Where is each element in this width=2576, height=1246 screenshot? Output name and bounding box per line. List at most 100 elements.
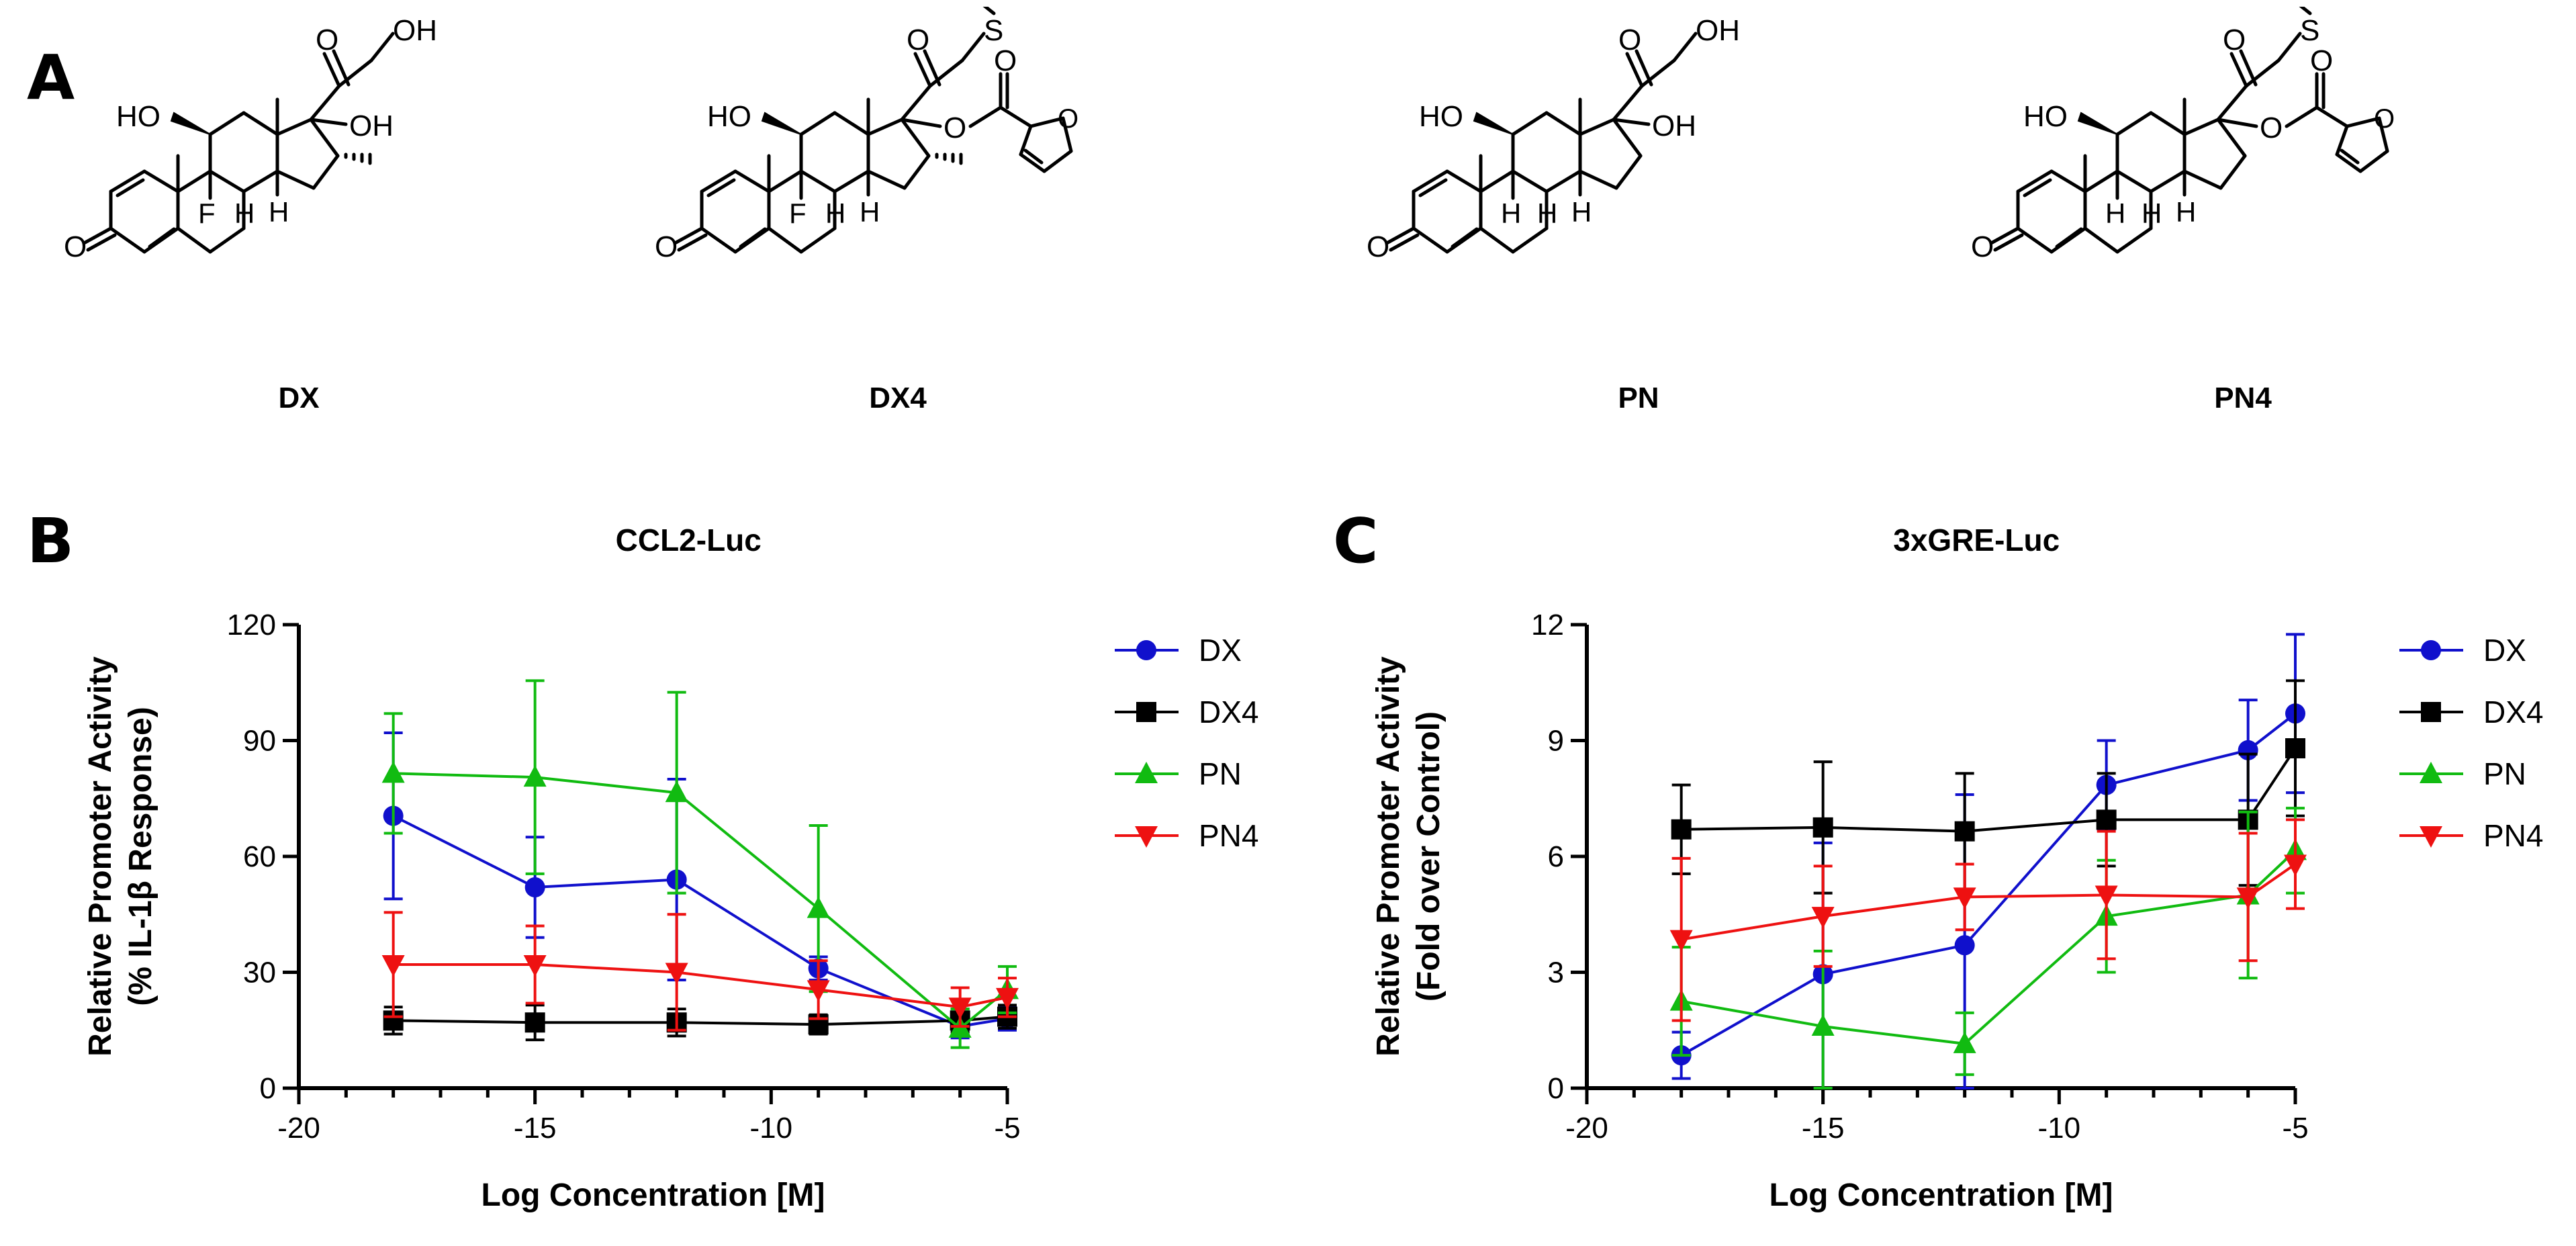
svg-text:O: O bbox=[655, 230, 678, 263]
molecule-name-dx: DX bbox=[278, 382, 320, 414]
data-point bbox=[2095, 885, 2118, 907]
y-tick-label: 0 bbox=[1548, 1072, 1564, 1105]
legend-label: PN bbox=[2483, 756, 2526, 791]
legend-marker bbox=[1135, 826, 1158, 848]
svg-text:HO: HO bbox=[2023, 100, 2068, 133]
svg-text:O: O bbox=[2260, 112, 2283, 144]
legend-label: DX bbox=[2483, 633, 2526, 668]
svg-text:H: H bbox=[2105, 197, 2125, 229]
svg-text:H: H bbox=[825, 197, 845, 229]
panel-label-c: C bbox=[1333, 505, 1379, 577]
x-axis-label: Log Concentration [M] bbox=[1769, 1177, 2113, 1213]
svg-text:O: O bbox=[1058, 104, 1078, 134]
y-tick-label: 30 bbox=[243, 956, 276, 989]
data-point bbox=[524, 877, 545, 897]
molecule-name-pn4: PN4 bbox=[2214, 382, 2272, 414]
panel-label-b: B bbox=[27, 505, 75, 577]
data-point bbox=[1954, 935, 1975, 956]
data-point bbox=[665, 963, 688, 985]
data-point bbox=[2285, 738, 2305, 758]
data-point bbox=[996, 987, 1019, 1010]
x-tick-label: -5 bbox=[994, 1112, 1020, 1145]
legend-marker bbox=[1136, 702, 1156, 722]
svg-text:HO: HO bbox=[116, 100, 160, 133]
svg-text:O: O bbox=[1971, 230, 1994, 263]
data-point bbox=[381, 955, 405, 977]
molecule-name-pn: PN bbox=[1618, 382, 1659, 414]
data-point bbox=[807, 980, 830, 1002]
svg-text:S: S bbox=[2300, 14, 2319, 47]
svg-text:HO: HO bbox=[1419, 100, 1463, 133]
svg-text:O: O bbox=[2310, 44, 2333, 77]
series-dx bbox=[1671, 633, 2305, 1089]
series-dx bbox=[383, 731, 1017, 1040]
series-line bbox=[393, 1015, 1008, 1026]
y-tick-label: 12 bbox=[1531, 609, 1564, 641]
svg-text:F: F bbox=[789, 197, 807, 229]
svg-text:H: H bbox=[2142, 197, 2162, 229]
data-point bbox=[665, 781, 688, 803]
legend-label: PN4 bbox=[2483, 818, 2543, 853]
svg-text:H: H bbox=[269, 196, 289, 228]
y-tick-label: 0 bbox=[260, 1072, 276, 1105]
legend-label: PN bbox=[1199, 756, 1242, 791]
legend-marker bbox=[1136, 640, 1156, 660]
chart-title: 3xGRE-Luc bbox=[1893, 523, 2060, 558]
data-point bbox=[1953, 887, 1976, 909]
chart-title: CCL2-Luc bbox=[616, 523, 762, 558]
y-axis-label: Relative Promoter Activity bbox=[83, 656, 118, 1057]
legend-marker bbox=[1135, 762, 1158, 783]
data-point bbox=[523, 955, 547, 977]
data-point bbox=[1811, 907, 1835, 929]
data-point bbox=[1811, 1014, 1835, 1036]
series-line bbox=[392, 814, 1008, 1028]
series-line bbox=[1681, 849, 2297, 1045]
legend-label: DX bbox=[1199, 633, 1242, 668]
data-point bbox=[1954, 821, 1975, 842]
x-tick-label: -15 bbox=[1802, 1112, 1845, 1145]
legend-item-pn4: PN4 bbox=[2399, 818, 2543, 853]
svg-text:H: H bbox=[1537, 197, 1557, 229]
svg-text:H: H bbox=[234, 197, 255, 229]
chart-3xgre-luc: 3xGRE-Luc -20 -15 -10 -5 0 3 6 9 12 Log Concentrat… bbox=[1371, 523, 2543, 1213]
x-tick-label: -10 bbox=[750, 1112, 793, 1145]
svg-text:O: O bbox=[1618, 24, 1641, 56]
legend-label: DX4 bbox=[2483, 695, 2543, 729]
y-tick-label: 60 bbox=[243, 840, 276, 873]
svg-text:F: F bbox=[198, 197, 216, 229]
svg-text:O: O bbox=[994, 44, 1017, 77]
legend-item-dx: DX bbox=[1115, 633, 1242, 668]
data-point bbox=[523, 765, 547, 787]
panel-label-a: A bbox=[27, 42, 75, 114]
y-tick-label: 90 bbox=[243, 725, 276, 758]
x-axis-label: Log Concentration [M] bbox=[481, 1177, 825, 1213]
svg-text:OH: OH bbox=[1696, 14, 1740, 47]
svg-text:O: O bbox=[64, 230, 87, 263]
series-pn bbox=[381, 679, 1019, 1049]
data-point bbox=[381, 761, 405, 783]
y-tick-label: 3 bbox=[1548, 956, 1564, 989]
svg-text:OH: OH bbox=[349, 109, 394, 142]
data-point bbox=[2096, 809, 2117, 830]
series-line bbox=[393, 963, 1008, 1009]
data-point bbox=[2284, 854, 2307, 877]
data-point bbox=[524, 1012, 545, 1033]
y-tick-label: 120 bbox=[227, 609, 276, 641]
svg-text:S: S bbox=[984, 14, 1003, 47]
legend-marker bbox=[2421, 640, 2441, 660]
series-line bbox=[1681, 747, 2297, 833]
legend-item-dx4: DX4 bbox=[2399, 695, 2543, 729]
series-pn4 bbox=[381, 911, 1019, 1032]
svg-text:O: O bbox=[907, 24, 929, 56]
y-axis-label: Relative Promoter Activity bbox=[1371, 656, 1406, 1057]
y-tick-label: 6 bbox=[1548, 840, 1564, 873]
data-point bbox=[1671, 819, 1692, 840]
legend-label: PN4 bbox=[1199, 818, 1258, 853]
legend-label: DX4 bbox=[1199, 695, 1258, 729]
x-tick-label: -20 bbox=[277, 1112, 320, 1145]
svg-text:H: H bbox=[2176, 196, 2196, 228]
legend-marker bbox=[2420, 762, 2442, 783]
svg-text:H: H bbox=[1571, 196, 1592, 228]
